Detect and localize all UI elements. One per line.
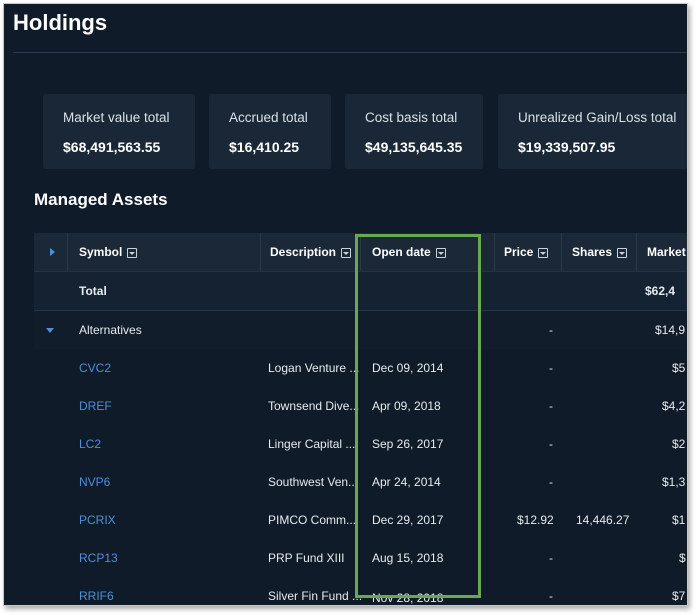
open-date-cell: Sep 26, 2017 [372, 437, 444, 451]
price-cell: - [549, 361, 553, 375]
group-market-value: $14,9 [655, 323, 686, 337]
table-row[interactable]: DREF Townsend Dive... Apr 09, 2018 - $4,… [34, 387, 687, 426]
card-label: Market value total [63, 110, 170, 125]
price-cell: - [549, 589, 553, 603]
price-cell: - [549, 475, 553, 489]
description-cell: Linger Capital ... [268, 437, 356, 451]
expand-all-icon[interactable] [50, 248, 55, 256]
summary-card-accrued: Accrued total $16,410.25 [209, 94, 331, 169]
price-cell: $12.92 [517, 513, 554, 527]
open-date-cell: Apr 24, 2014 [372, 475, 441, 489]
column-header-shares[interactable]: Shares [572, 233, 628, 271]
description-cell: Logan Venture ... [268, 361, 360, 375]
description-cell: Southwest Ven... [268, 475, 359, 489]
price-cell: - [549, 551, 553, 565]
collapse-group-icon[interactable] [46, 328, 54, 333]
column-menu-icon[interactable] [341, 247, 352, 258]
column-header-description[interactable]: Description [270, 233, 352, 271]
column-header-label: Symbol [79, 245, 123, 259]
table-row[interactable]: NVP6 Southwest Ven... Apr 24, 2014 - $1,… [34, 463, 687, 502]
group-label: Alternatives [79, 323, 142, 337]
column-header-label: Price [504, 245, 534, 259]
open-date-cell: Dec 29, 2017 [372, 513, 444, 527]
open-date-cell: Nov 28, 2018 [372, 591, 444, 605]
card-value: $49,135,645.35 [365, 139, 463, 155]
table-row[interactable]: RRIF6 Silver Fin Fund ... Nov 28, 2018 -… [34, 577, 687, 605]
column-header-symbol[interactable]: Symbol [79, 233, 138, 271]
shares-cell: 14,446.27 [576, 513, 630, 527]
column-header-label: Market [647, 245, 686, 259]
description-cell: Townsend Dive... [268, 399, 360, 413]
open-date-cell: Dec 09, 2014 [372, 361, 444, 375]
title-divider [13, 52, 687, 53]
market-value-cell: $5 [672, 361, 686, 375]
price-cell: - [549, 399, 553, 413]
section-title: Managed Assets [34, 190, 168, 209]
symbol-link[interactable]: PCRIX [79, 513, 116, 527]
column-header-market[interactable]: Market [647, 233, 686, 271]
symbol-link[interactable]: CVC2 [79, 361, 112, 375]
description-cell: PRP Fund XIII [268, 551, 345, 565]
symbol-link[interactable]: LC2 [79, 437, 102, 451]
symbol-link[interactable]: RCP13 [79, 551, 118, 565]
table-row[interactable]: PCRIX PIMCO Comm... Dec 29, 2017 $12.92 … [34, 501, 687, 540]
market-value-cell: $4,2 [662, 399, 686, 413]
table-row[interactable]: RCP13 PRP Fund XIII Aug 15, 2018 - $ [34, 539, 687, 578]
total-market-value: $62,4 [645, 284, 676, 298]
card-value: $19,339,507.95 [518, 139, 616, 155]
description-cell: PIMCO Comm... [268, 513, 357, 527]
group-price: - [549, 323, 553, 337]
card-label: Unrealized Gain/Loss total [518, 110, 677, 125]
column-divider [636, 233, 637, 271]
group-row-alternatives[interactable]: Alternatives - $14,9 [34, 311, 687, 350]
market-value-cell: $1 [672, 513, 686, 527]
total-label: Total [79, 284, 107, 298]
description-cell: Silver Fin Fund ... [268, 589, 363, 603]
column-header-label: Description [270, 245, 337, 259]
symbol-link[interactable]: NVP6 [79, 475, 111, 489]
market-value-cell: $7 [672, 589, 686, 603]
column-menu-icon[interactable] [435, 247, 446, 258]
column-divider [67, 233, 68, 271]
column-divider [561, 233, 562, 271]
summary-card-unrealized-gain-loss: Unrealized Gain/Loss total $19,339,507.9… [498, 94, 687, 169]
card-label: Accrued total [229, 110, 308, 125]
summary-card-cost-basis: Cost basis total $49,135,645.35 [345, 94, 483, 169]
symbol-link[interactable]: DREF [79, 399, 112, 413]
open-date-cell: Apr 09, 2018 [372, 399, 441, 413]
holdings-table: Symbol Description Open date Price Share… [34, 233, 687, 605]
market-value-cell: $1,3 [662, 475, 686, 489]
symbol-link[interactable]: RRIF6 [79, 589, 114, 603]
open-date-cell: Aug 15, 2018 [372, 551, 444, 565]
market-value-cell: $ [679, 551, 686, 565]
column-header-label: Open date [372, 245, 431, 259]
card-value: $16,410.25 [229, 139, 300, 155]
card-value: $68,491,563.55 [63, 139, 161, 155]
column-header-price[interactable]: Price [504, 233, 549, 271]
column-header-label: Shares [572, 245, 613, 259]
holdings-window: Holdings Market value total $68,491,563.… [3, 3, 688, 606]
total-row: Total $62,4 [34, 272, 687, 311]
card-label: Cost basis total [365, 110, 458, 125]
market-value-cell: $2 [672, 437, 686, 451]
column-menu-icon[interactable] [127, 247, 138, 258]
column-divider [260, 233, 261, 271]
page-title: Holdings [13, 10, 108, 35]
summary-card-market-value: Market value total $68,491,563.55 [43, 94, 195, 169]
table-row[interactable]: LC2 Linger Capital ... Sep 26, 2017 - $2 [34, 425, 687, 464]
column-menu-icon[interactable] [538, 247, 549, 258]
column-header-open-date[interactable]: Open date [372, 233, 446, 271]
column-divider [360, 233, 361, 271]
column-menu-icon[interactable] [617, 247, 628, 258]
table-row[interactable]: CVC2 Logan Venture ... Dec 09, 2014 - $5 [34, 349, 687, 388]
table-header-row: Symbol Description Open date Price Share… [34, 233, 687, 272]
column-divider [494, 233, 495, 271]
price-cell: - [549, 437, 553, 451]
